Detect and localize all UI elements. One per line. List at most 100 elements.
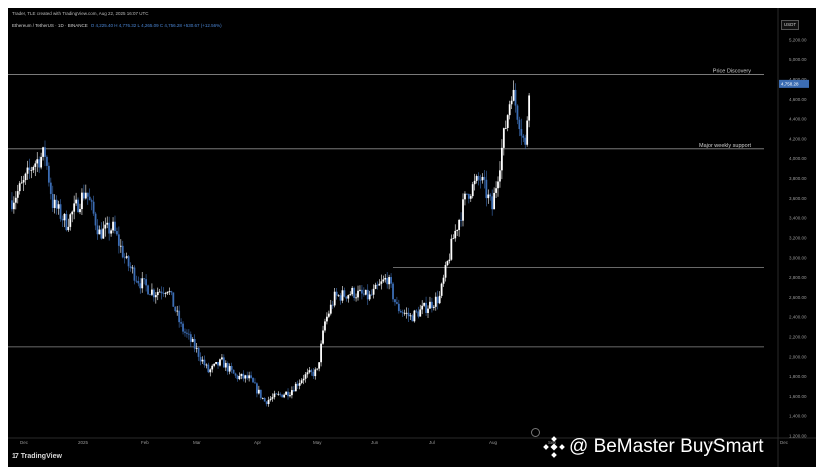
candle-body (440, 283, 443, 296)
candle-body (392, 283, 394, 300)
candle-body (116, 231, 118, 235)
candle-body (316, 368, 319, 370)
candle-body (353, 287, 356, 298)
candle-body (236, 375, 239, 380)
candle-body (47, 165, 50, 183)
candle-body (199, 356, 202, 362)
price-tick-label: 1,400.00 (789, 414, 807, 419)
candle-body (84, 192, 87, 199)
candle-body (51, 193, 54, 208)
candle-body (516, 105, 519, 120)
candles-layer (11, 80, 531, 407)
price-tick-label: 1,800.00 (789, 374, 807, 379)
candle-body (337, 295, 340, 297)
binance-diamond-icon (543, 436, 565, 458)
price-chart[interactable]: Price Discovery Major weekly support 5,20… (8, 8, 816, 467)
candle-body (110, 230, 113, 234)
candle-body (63, 213, 66, 221)
candle-body (497, 181, 499, 189)
candle-body (81, 192, 83, 210)
candle-body (69, 214, 72, 227)
candle-body (119, 245, 122, 247)
time-tick-label: Nov (708, 440, 717, 445)
candle-body (170, 291, 173, 293)
goto-realtime-icon[interactable] (531, 428, 540, 437)
candle-body (312, 371, 315, 377)
candle-body (362, 293, 365, 295)
candle-body (289, 395, 291, 397)
candle-body (526, 120, 529, 145)
candle-body (512, 89, 515, 101)
price-tick-label: 3,400.00 (789, 216, 807, 221)
candle-body (374, 284, 377, 289)
candle-body (292, 390, 295, 392)
candle-body (187, 333, 190, 335)
candle-body (129, 266, 132, 269)
candle-body (252, 377, 254, 383)
candle-body (14, 197, 17, 203)
candle-body (349, 294, 352, 296)
candle-body (11, 200, 13, 210)
candle-body (351, 287, 354, 295)
candle-body (366, 289, 369, 300)
candle-body (226, 363, 229, 372)
tradingview-mark-icon: 17 (12, 453, 19, 460)
price-tick-label: 4,400.00 (789, 117, 807, 122)
candle-body (306, 372, 309, 375)
candle-body (263, 398, 266, 402)
candle-body (152, 289, 155, 298)
candle-body (77, 199, 79, 213)
price-tick-label: 1,200.00 (789, 434, 807, 439)
candle-body (460, 219, 462, 221)
candle-body (423, 302, 426, 306)
candle-body (407, 312, 410, 317)
price-tick-label: 2,600.00 (789, 295, 807, 300)
candle-body (462, 199, 464, 221)
candle-body (320, 343, 322, 363)
candle-body (180, 322, 182, 324)
candle-body (42, 147, 44, 157)
time-tick-label: Apr (254, 440, 262, 445)
candle-body (141, 278, 144, 289)
candle-body (469, 196, 472, 199)
time-tick-label: Dec (20, 440, 29, 445)
candle-body (465, 193, 468, 195)
candle-body (16, 191, 19, 198)
candle-body (271, 397, 274, 399)
candle-body (211, 365, 214, 370)
candle-body (112, 221, 114, 231)
candle-body (90, 200, 93, 202)
candle-body (390, 277, 392, 284)
candle-body (355, 297, 357, 299)
candle-body (318, 362, 321, 369)
time-tick-label: Mar (193, 440, 201, 445)
candle-body (294, 383, 297, 392)
candle-body (518, 119, 521, 130)
candle-body (388, 277, 391, 285)
candle-body (475, 176, 478, 181)
candle-body (495, 188, 497, 193)
candle-body (506, 115, 509, 129)
time-tick-label: Dec (780, 440, 789, 445)
candle-body (108, 222, 111, 234)
candle-body (61, 218, 64, 221)
candle-body (403, 312, 406, 314)
candle-body (479, 179, 482, 181)
candle-body (49, 182, 52, 194)
candle-body (257, 389, 260, 394)
candle-body (454, 230, 457, 239)
candle-body (178, 310, 181, 323)
candle-body (117, 234, 120, 246)
price-tick-label: 5,200.00 (789, 37, 807, 42)
candle-body (143, 278, 146, 280)
candle-body (193, 339, 196, 349)
candle-body (164, 293, 167, 295)
candle-body (166, 291, 169, 294)
current-price-marker (779, 79, 809, 88)
candle-body (314, 369, 317, 377)
candle-body (265, 401, 268, 405)
price-tick-label: 4,000.00 (789, 156, 807, 161)
candle-body (86, 192, 89, 197)
candle-body (343, 290, 346, 297)
candle-body (322, 330, 324, 344)
